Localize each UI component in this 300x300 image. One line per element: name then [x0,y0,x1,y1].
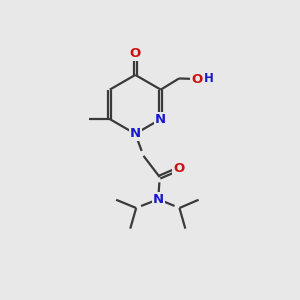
Text: N: N [130,127,141,140]
Text: O: O [130,47,141,60]
Text: N: N [155,112,166,126]
Text: N: N [153,193,164,206]
Text: H: H [203,72,213,85]
Text: O: O [191,73,202,85]
Text: O: O [173,162,184,175]
